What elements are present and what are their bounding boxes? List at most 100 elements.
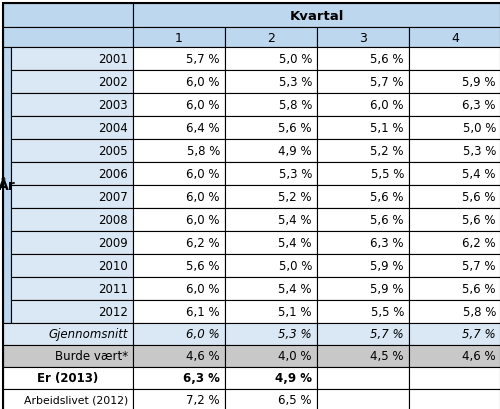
- Bar: [133, 186, 225, 209]
- Bar: [3, 389, 133, 409]
- Bar: [225, 117, 317, 139]
- Bar: [11, 117, 133, 139]
- Bar: [225, 48, 317, 71]
- Text: 4,5 %: 4,5 %: [370, 350, 404, 363]
- Text: 4,9 %: 4,9 %: [275, 372, 312, 384]
- Bar: [409, 163, 500, 186]
- Bar: [317, 139, 409, 163]
- Text: 6,0 %: 6,0 %: [370, 99, 404, 112]
- Text: 4,6 %: 4,6 %: [186, 350, 220, 363]
- Bar: [225, 139, 317, 163]
- Text: 5,7 %: 5,7 %: [462, 259, 496, 272]
- Text: 4,9 %: 4,9 %: [278, 145, 312, 157]
- Bar: [409, 254, 500, 277]
- Text: 6,2 %: 6,2 %: [186, 236, 220, 249]
- Bar: [409, 231, 500, 254]
- Bar: [317, 186, 409, 209]
- Text: 5,5 %: 5,5 %: [370, 305, 404, 318]
- Bar: [317, 94, 409, 117]
- Bar: [133, 163, 225, 186]
- Bar: [133, 4, 500, 28]
- Bar: [133, 277, 225, 300]
- Text: 6,3 %: 6,3 %: [370, 236, 404, 249]
- Text: 2010: 2010: [98, 259, 128, 272]
- Text: 1: 1: [175, 31, 183, 45]
- Text: 2001: 2001: [98, 53, 128, 66]
- Text: 5,9 %: 5,9 %: [370, 259, 404, 272]
- Text: 5,6 %: 5,6 %: [462, 213, 496, 227]
- Bar: [133, 231, 225, 254]
- Text: 5,6 %: 5,6 %: [462, 282, 496, 295]
- Bar: [409, 48, 500, 71]
- Bar: [317, 48, 409, 71]
- Bar: [225, 367, 317, 389]
- Bar: [133, 117, 225, 139]
- Text: 6,1 %: 6,1 %: [186, 305, 220, 318]
- Bar: [133, 254, 225, 277]
- Text: 6,2 %: 6,2 %: [462, 236, 496, 249]
- Text: 5,0 %: 5,0 %: [278, 259, 312, 272]
- Text: 5,1 %: 5,1 %: [278, 305, 312, 318]
- Text: 6,5 %: 6,5 %: [278, 393, 312, 407]
- Text: 5,7 %: 5,7 %: [370, 76, 404, 89]
- Text: 5,1 %: 5,1 %: [370, 122, 404, 135]
- Bar: [11, 209, 133, 231]
- Bar: [133, 48, 225, 71]
- Text: År: År: [0, 179, 16, 193]
- Bar: [409, 367, 500, 389]
- Bar: [11, 71, 133, 94]
- Bar: [3, 323, 133, 345]
- Bar: [133, 139, 225, 163]
- Bar: [3, 345, 133, 367]
- Text: Kvartal: Kvartal: [290, 9, 344, 22]
- Bar: [317, 71, 409, 94]
- Bar: [409, 389, 500, 409]
- Bar: [3, 48, 11, 323]
- Bar: [11, 139, 133, 163]
- Bar: [225, 94, 317, 117]
- Text: 5,6 %: 5,6 %: [462, 191, 496, 204]
- Text: 5,3 %: 5,3 %: [462, 145, 496, 157]
- Bar: [133, 94, 225, 117]
- Text: 4: 4: [451, 31, 459, 45]
- Text: 5,7 %: 5,7 %: [370, 328, 404, 341]
- Text: 6,0 %: 6,0 %: [186, 191, 220, 204]
- Bar: [11, 277, 133, 300]
- Bar: [317, 231, 409, 254]
- Text: 5,2 %: 5,2 %: [278, 191, 312, 204]
- Bar: [317, 163, 409, 186]
- Text: 2002: 2002: [98, 76, 128, 89]
- Bar: [11, 231, 133, 254]
- Text: 5,3 %: 5,3 %: [278, 76, 312, 89]
- Text: 5,6 %: 5,6 %: [186, 259, 220, 272]
- Bar: [11, 163, 133, 186]
- Text: 6,0 %: 6,0 %: [186, 213, 220, 227]
- Bar: [409, 117, 500, 139]
- Text: 5,2 %: 5,2 %: [370, 145, 404, 157]
- Bar: [409, 28, 500, 48]
- Text: 5,7 %: 5,7 %: [186, 53, 220, 66]
- Bar: [133, 209, 225, 231]
- Text: 5,0 %: 5,0 %: [462, 122, 496, 135]
- Bar: [225, 323, 317, 345]
- Text: 5,6 %: 5,6 %: [370, 53, 404, 66]
- Bar: [225, 345, 317, 367]
- Text: 6,3 %: 6,3 %: [462, 99, 496, 112]
- Text: 6,0 %: 6,0 %: [186, 282, 220, 295]
- Bar: [317, 117, 409, 139]
- Bar: [225, 389, 317, 409]
- Text: 5,4 %: 5,4 %: [462, 168, 496, 180]
- Text: 6,0 %: 6,0 %: [186, 328, 220, 341]
- Bar: [409, 186, 500, 209]
- Text: 6,0 %: 6,0 %: [186, 168, 220, 180]
- Text: 7,2 %: 7,2 %: [186, 393, 220, 407]
- Text: 5,5 %: 5,5 %: [370, 168, 404, 180]
- Bar: [11, 300, 133, 323]
- Bar: [317, 389, 409, 409]
- Text: 5,8 %: 5,8 %: [278, 99, 312, 112]
- Text: Burde vært*: Burde vært*: [55, 350, 128, 363]
- Text: 5,8 %: 5,8 %: [186, 145, 220, 157]
- Text: Arbeidslivet (2012): Arbeidslivet (2012): [24, 395, 128, 405]
- Text: 5,4 %: 5,4 %: [278, 213, 312, 227]
- Bar: [317, 277, 409, 300]
